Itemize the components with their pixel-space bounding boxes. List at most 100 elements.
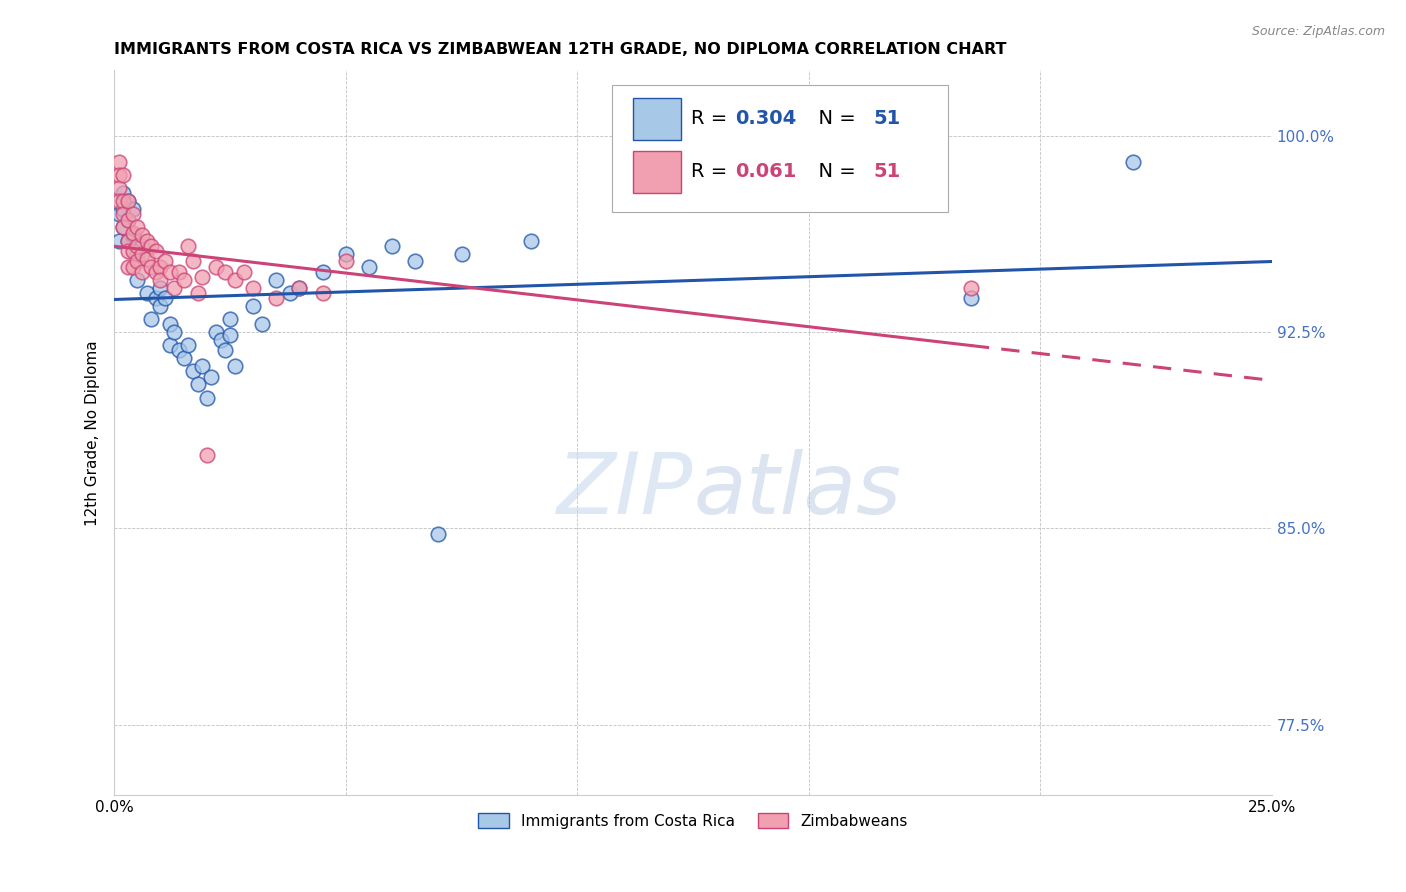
Text: 51: 51 xyxy=(873,110,901,128)
Point xyxy=(131,265,153,279)
Point xyxy=(141,239,163,253)
Point xyxy=(127,246,149,260)
Point xyxy=(242,299,264,313)
Y-axis label: 12th Grade, No Diploma: 12th Grade, No Diploma xyxy=(86,340,100,525)
Point xyxy=(381,239,404,253)
Point xyxy=(159,318,181,332)
Point xyxy=(153,254,176,268)
Point xyxy=(288,280,311,294)
Point xyxy=(145,291,167,305)
FancyBboxPatch shape xyxy=(633,151,682,194)
Point xyxy=(135,234,157,248)
Point xyxy=(112,220,135,235)
Point xyxy=(112,202,135,216)
Point xyxy=(117,212,139,227)
Point xyxy=(224,273,246,287)
Text: IMMIGRANTS FROM COSTA RICA VS ZIMBABWEAN 12TH GRADE, NO DIPLOMA CORRELATION CHAR: IMMIGRANTS FROM COSTA RICA VS ZIMBABWEAN… xyxy=(114,42,1007,57)
Point xyxy=(117,234,139,248)
Text: 0.061: 0.061 xyxy=(735,162,796,181)
Point xyxy=(264,291,287,305)
Point xyxy=(1122,155,1144,169)
Point xyxy=(288,280,311,294)
Point xyxy=(117,194,139,209)
Point xyxy=(127,239,149,253)
Point xyxy=(242,280,264,294)
Point xyxy=(187,285,209,300)
Point xyxy=(252,318,274,332)
Point xyxy=(141,260,163,274)
Point xyxy=(264,273,287,287)
Point xyxy=(121,260,143,274)
Point xyxy=(191,270,214,285)
Point xyxy=(177,239,200,253)
Point xyxy=(205,325,228,339)
Point xyxy=(112,194,135,209)
Point xyxy=(205,260,228,274)
Point xyxy=(232,265,254,279)
Point xyxy=(108,155,131,169)
Point xyxy=(163,280,186,294)
Point xyxy=(173,351,195,366)
Point xyxy=(117,212,139,227)
Point xyxy=(131,239,153,253)
Point xyxy=(214,343,236,358)
Point xyxy=(121,228,143,243)
Point xyxy=(121,202,143,216)
Point xyxy=(960,291,983,305)
Text: atlas: atlas xyxy=(693,450,901,533)
Text: N =: N = xyxy=(807,110,862,128)
Point xyxy=(159,265,181,279)
FancyBboxPatch shape xyxy=(633,97,682,140)
Point xyxy=(112,220,135,235)
Point xyxy=(219,312,242,326)
Point xyxy=(520,234,543,248)
Point xyxy=(149,260,172,274)
Text: R =: R = xyxy=(690,110,733,128)
Point xyxy=(149,273,172,287)
Point xyxy=(112,207,135,221)
Point xyxy=(214,265,236,279)
Point xyxy=(145,244,167,258)
Text: R =: R = xyxy=(690,162,733,181)
Point xyxy=(187,377,209,392)
Point xyxy=(149,280,172,294)
Point xyxy=(427,526,450,541)
Point xyxy=(167,343,190,358)
Point xyxy=(127,220,149,235)
Point xyxy=(159,338,181,352)
Text: ZIP: ZIP xyxy=(557,450,693,533)
Point xyxy=(404,254,426,268)
Point xyxy=(127,273,149,287)
Point xyxy=(145,265,167,279)
Point xyxy=(200,369,222,384)
Point xyxy=(149,299,172,313)
Legend: Immigrants from Costa Rica, Zimbabweans: Immigrants from Costa Rica, Zimbabweans xyxy=(472,806,914,835)
Point xyxy=(357,260,380,274)
Point xyxy=(219,327,242,342)
Point xyxy=(141,312,163,326)
Point xyxy=(108,181,131,195)
Point xyxy=(108,168,131,182)
Point xyxy=(181,364,204,378)
Point xyxy=(335,254,357,268)
Point xyxy=(135,252,157,266)
Point xyxy=(121,244,143,258)
Point xyxy=(121,226,143,240)
Point xyxy=(167,265,190,279)
Point xyxy=(163,325,186,339)
Text: Source: ZipAtlas.com: Source: ZipAtlas.com xyxy=(1251,25,1385,38)
Point xyxy=(112,168,135,182)
Point xyxy=(117,260,139,274)
Point xyxy=(153,291,176,305)
Point xyxy=(108,207,131,221)
Point xyxy=(173,273,195,287)
Point xyxy=(108,234,131,248)
Point xyxy=(121,207,143,221)
Point xyxy=(117,234,139,248)
Point xyxy=(224,359,246,374)
Point xyxy=(177,338,200,352)
Point xyxy=(181,254,204,268)
Point xyxy=(209,333,232,347)
Point xyxy=(335,246,357,260)
Point xyxy=(131,228,153,243)
